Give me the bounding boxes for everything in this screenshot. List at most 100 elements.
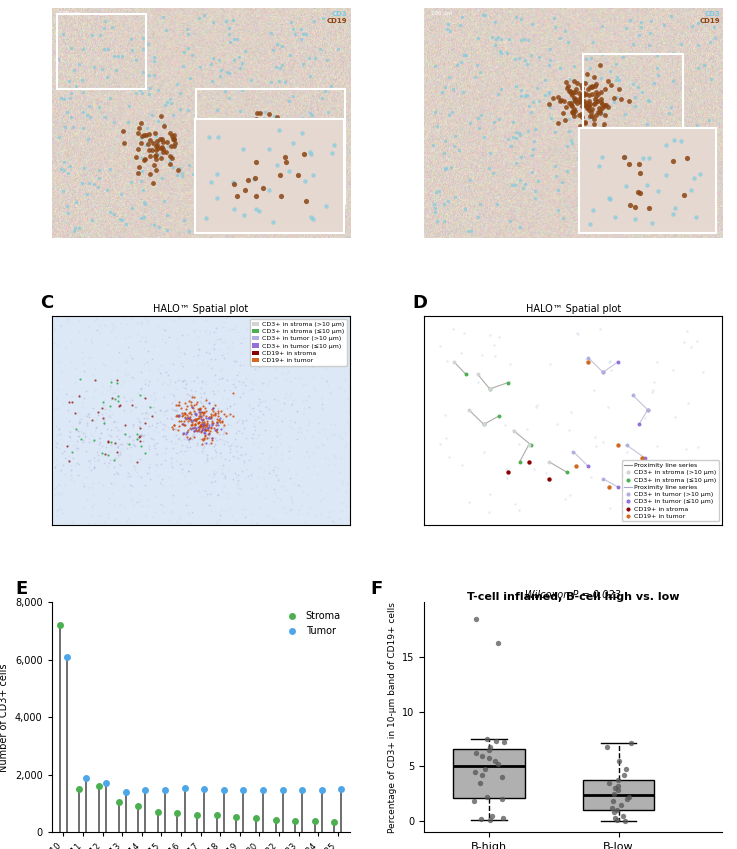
Point <box>270 410 282 424</box>
Point <box>569 93 581 107</box>
Point <box>279 334 291 347</box>
Point <box>517 182 528 195</box>
Point <box>126 391 138 405</box>
Point <box>562 36 574 49</box>
Point <box>304 389 315 402</box>
Point <box>552 183 564 197</box>
Point <box>196 374 208 388</box>
Point <box>620 813 632 827</box>
Point <box>505 139 517 153</box>
Point <box>577 191 589 205</box>
Point <box>215 404 227 418</box>
Point <box>284 15 296 29</box>
Point <box>507 115 519 129</box>
Point <box>490 32 502 46</box>
Point <box>114 448 126 462</box>
Point <box>118 137 130 150</box>
Point <box>181 464 193 478</box>
Point <box>227 449 239 463</box>
Point <box>139 374 151 387</box>
Point <box>301 393 312 407</box>
Point <box>248 330 260 344</box>
Point <box>610 202 622 216</box>
Point <box>669 411 681 424</box>
Point <box>218 784 230 797</box>
Point <box>165 411 177 424</box>
Point <box>683 219 695 233</box>
Point <box>605 78 617 92</box>
Point <box>135 174 147 188</box>
Point <box>292 166 304 179</box>
Point <box>269 414 281 428</box>
Point <box>301 322 312 335</box>
Point <box>210 406 222 419</box>
Point <box>697 202 709 216</box>
Point <box>63 438 74 452</box>
Point <box>446 105 458 119</box>
Point <box>202 358 214 372</box>
Point <box>678 156 690 170</box>
Point <box>192 349 204 363</box>
Point <box>160 335 172 349</box>
Point <box>635 139 647 153</box>
Point <box>208 464 220 478</box>
Point <box>193 402 205 416</box>
Point <box>304 217 315 231</box>
Point <box>245 469 256 482</box>
Point <box>333 345 345 358</box>
Point <box>543 97 555 110</box>
Point <box>58 163 70 177</box>
Point <box>137 183 149 197</box>
Point <box>188 406 200 419</box>
Point <box>218 408 230 421</box>
Point <box>230 444 242 458</box>
Point <box>251 429 263 442</box>
Point <box>551 169 562 183</box>
Point <box>85 351 97 364</box>
Point <box>175 433 186 447</box>
Point <box>193 422 205 436</box>
Point <box>216 371 228 385</box>
Point <box>114 447 126 461</box>
Point <box>148 54 160 68</box>
Point <box>220 129 231 143</box>
Point <box>248 124 259 138</box>
Point <box>692 440 704 453</box>
Point <box>193 11 205 25</box>
Point <box>108 467 119 481</box>
Point <box>581 102 593 115</box>
Point <box>600 98 612 112</box>
Point <box>315 334 327 347</box>
Point <box>198 385 210 399</box>
Point <box>640 182 652 195</box>
Point <box>166 456 178 469</box>
Point <box>543 86 555 99</box>
Point <box>581 68 593 82</box>
Point <box>113 432 125 446</box>
Point <box>92 453 104 466</box>
Point <box>565 488 576 502</box>
Point <box>214 432 226 446</box>
Point <box>149 406 161 419</box>
Point <box>510 131 522 144</box>
Point <box>167 441 178 454</box>
Point <box>150 163 161 177</box>
Point <box>255 116 267 130</box>
Point <box>91 323 103 336</box>
Point <box>251 132 262 145</box>
Point <box>126 351 138 365</box>
Point <box>621 762 632 775</box>
Point <box>209 321 221 335</box>
Point <box>257 395 269 408</box>
Point <box>198 149 210 162</box>
Point <box>49 402 60 415</box>
Point <box>49 435 61 448</box>
Point <box>335 782 347 796</box>
Point <box>189 418 201 431</box>
Point <box>588 118 600 132</box>
Point <box>113 497 125 510</box>
Point <box>458 48 470 62</box>
Point <box>332 346 343 360</box>
Point <box>55 503 67 516</box>
Point <box>592 87 604 101</box>
